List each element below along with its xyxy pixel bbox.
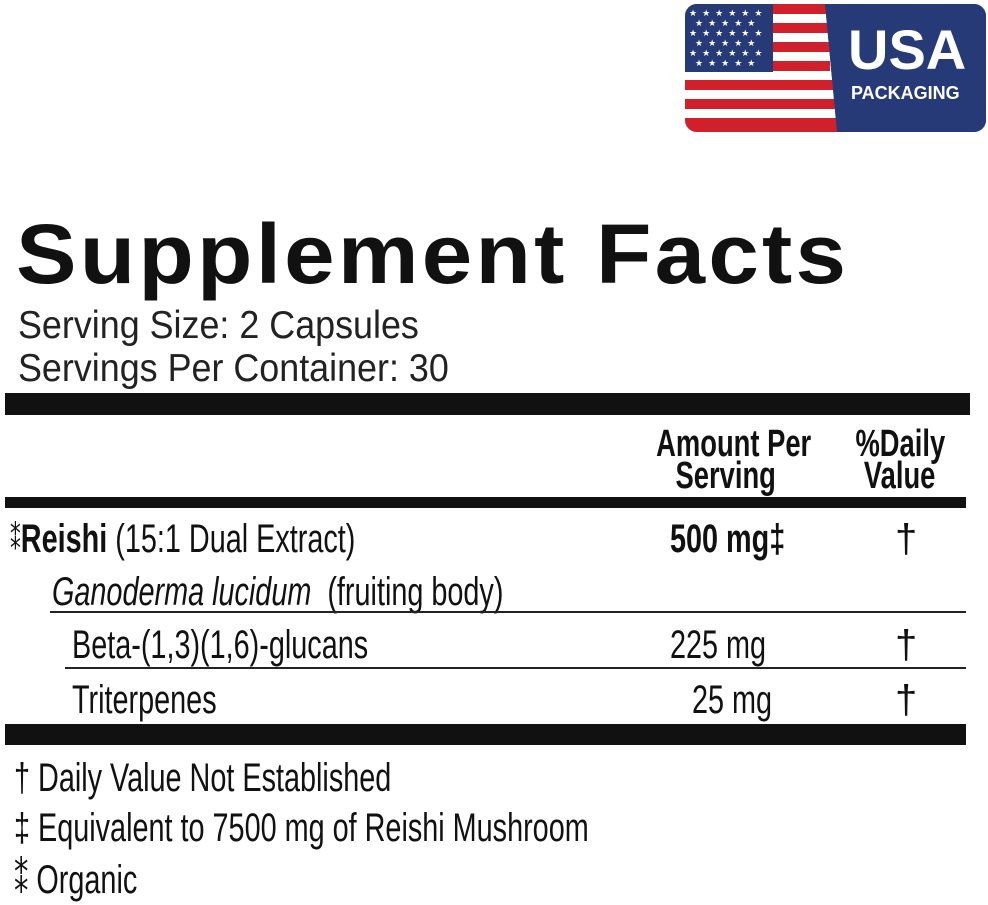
dv-text: † [895, 517, 918, 561]
ingredient-detail: (15:1 Dual Extract) [115, 517, 356, 561]
us-flag-icon: ★★★★★★ ★★★★★ ★★★★★★ ★★★★★ ★★★★★★ ★★★★★ [685, 4, 986, 132]
row-divider [65, 667, 966, 669]
header-amount-line2: Serving [675, 455, 777, 497]
serving-size-text: Serving Size: 2 Capsules [18, 304, 419, 347]
servings-per-container-text: Servings Per Container: 30 [18, 347, 449, 390]
amount-reishi: 500 mg‡ [670, 519, 830, 559]
amount-triterpenes: 25 mg [692, 680, 803, 720]
footnote-equivalent: ‡ Equivalent to 7500 mg of Reishi Mushro… [14, 808, 812, 848]
usa-packaging-badge: ★★★★★★ ★★★★★ ★★★★★★ ★★★★★ ★★★★★★ ★★★★★ U… [685, 4, 986, 132]
ingredient-name: Reishi [20, 517, 108, 561]
header-dv-line2: Value [864, 455, 936, 497]
footnote-daily-value: † Daily Value Not Established [14, 758, 538, 798]
badge-title: USA [848, 18, 967, 81]
ingredient-name: Triterpenes [72, 678, 217, 722]
serving-size: Serving Size: 2 Capsules [18, 306, 454, 345]
bottom-divider [5, 724, 966, 745]
svg-text:★★★★★: ★★★★★ [695, 59, 760, 69]
header-dv-line1: %Daily [855, 423, 945, 465]
svg-text:★★★★★★: ★★★★★★ [689, 9, 767, 19]
servings-per-container: Servings Per Container: 30 [18, 349, 486, 388]
dv-text: † [895, 623, 918, 667]
header-divider [5, 497, 966, 508]
amount-text: 25 mg [692, 678, 773, 722]
header-amount-line1: Amount Per [656, 423, 812, 465]
species-detail: (fruiting body) [327, 570, 504, 614]
footnote-text: † Daily Value Not Established [14, 756, 392, 800]
amount-text: 225 mg [670, 623, 767, 667]
dv-triterpenes: † [895, 680, 917, 720]
svg-text:★★★★★★: ★★★★★★ [689, 49, 767, 59]
table-row-triterpenes: Triterpenes [72, 680, 273, 720]
dv-text: † [895, 678, 918, 722]
species-name: Ganoderma lucidum [52, 570, 312, 614]
table-row-beta-glucans: Beta-(1,3)(1,6)-glucans [72, 625, 483, 665]
dv-beta-glucans: † [895, 625, 917, 665]
table-row-reishi: ⁑Reishi (15:1 Dual Extract) [10, 519, 490, 559]
amount-text: 500 mg‡ [670, 517, 786, 561]
header-amount-per-serving: Amount Per Serving [626, 423, 826, 497]
thick-divider [5, 393, 970, 415]
svg-text:★★★★★: ★★★★★ [695, 19, 760, 29]
footnote-text: ‡ Equivalent to 7500 mg of Reishi Mushro… [14, 806, 589, 850]
dv-reishi: † [895, 519, 917, 559]
label-title: Supplement Facts [16, 207, 850, 301]
footnote-organic: ⁑ Organic [14, 860, 185, 900]
svg-text:★★★★★★: ★★★★★★ [689, 29, 767, 39]
svg-text:★★★★★: ★★★★★ [695, 39, 760, 49]
header-daily-value: %Daily Value [830, 423, 970, 497]
badge-subtitle: PACKAGING [851, 83, 960, 103]
row-divider [50, 611, 966, 613]
ingredient-name: Beta-(1,3)(1,6)-glucans [72, 623, 369, 667]
organic-mark: ⁑ [10, 523, 21, 556]
amount-beta-glucans: 225 mg [670, 625, 803, 665]
table-row-ganoderma: Ganoderma lucidum (fruiting body) [52, 572, 679, 612]
footnote-text: ⁑ Organic [14, 858, 138, 902]
